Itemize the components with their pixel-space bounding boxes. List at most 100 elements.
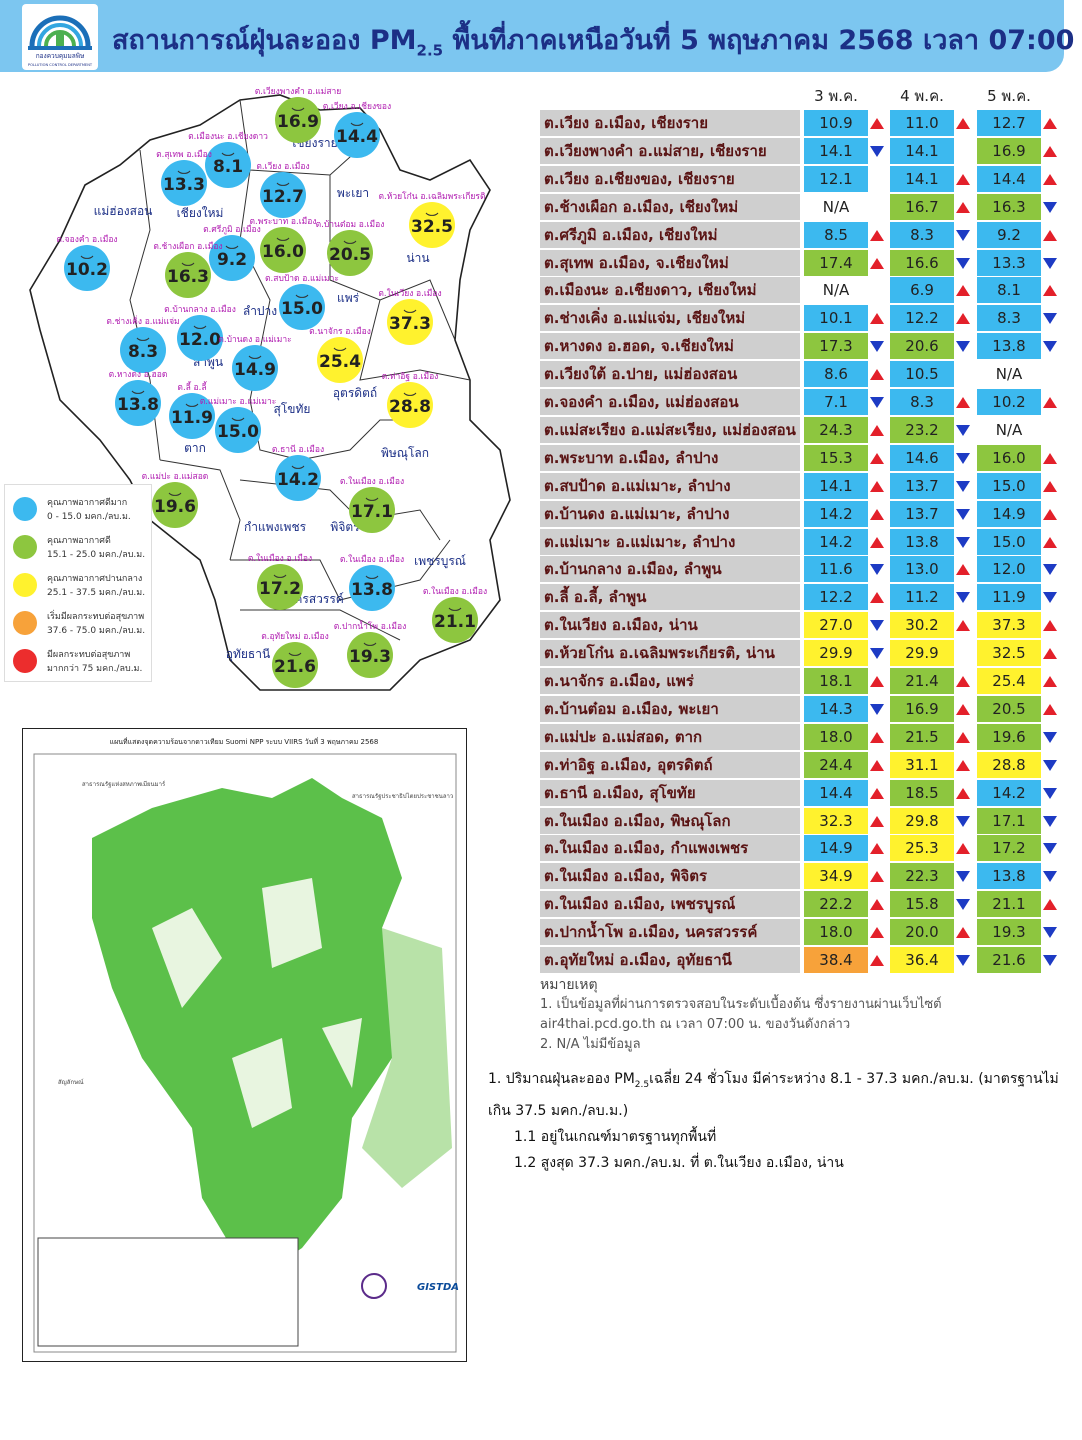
pm-value: 15.0 [977, 472, 1041, 499]
pm-value: 11.6 [804, 556, 868, 583]
pm-value: 22.2 [804, 891, 868, 918]
trend-up [956, 620, 970, 632]
table-row: ต.เวียง อ.เมือง, เชียงราย 10.9 11.0 12.7 [540, 110, 1070, 136]
pm-value: 16.9 [977, 137, 1041, 164]
pm-value: 12.0 [977, 556, 1041, 583]
pm-value: 16.0 [977, 444, 1041, 471]
smiley [403, 392, 417, 396]
smiley [288, 652, 302, 656]
pm-value: 29.9 [804, 640, 868, 667]
table-row: ต.ในเมือง อ.เมือง, กำแพงเพชร 14.9 25.3 17.2 [540, 835, 1070, 862]
station-name: ต.หางดง อ.ฮอด, จ.เชียงใหม่ [540, 333, 800, 360]
trend-up [1043, 118, 1057, 129]
trend-down [870, 648, 884, 660]
trend-up [1043, 899, 1057, 911]
station-name: ต.เวียงใต้ อ.ปาย, แม่ฮ่องสอน [540, 361, 800, 388]
pm-value: 29.8 [890, 807, 954, 834]
pm-bubble [275, 455, 321, 501]
trend-down [1043, 787, 1057, 799]
smiley [333, 347, 347, 351]
pm-value: N/A [977, 361, 1041, 388]
station-label: ต.ปากน้ำโพ อ.เมือง [334, 620, 407, 632]
pm-bubble [387, 382, 433, 428]
trend-down [1043, 731, 1057, 743]
pm-value: 14.9 [804, 835, 868, 862]
cleared-area [152, 878, 362, 1128]
station-label: ต.จองคำ อ.เมือง [56, 234, 117, 245]
trend-up [870, 508, 884, 520]
bubble-value: 19.3 [349, 647, 391, 667]
pm-value: 38.4 [804, 947, 868, 973]
pm-value: 13.0 [890, 556, 954, 583]
province-name: แม่ฮ่องสอน [94, 204, 153, 218]
pm-bubble [334, 112, 380, 158]
station-label: ต.ลี้ อ.ลี้ [177, 381, 207, 393]
legend-name: เริ่มมีผลกระทบต่อสุขภาพ [47, 612, 145, 622]
trend-down [1043, 843, 1057, 855]
pm-value: 14.6 [890, 444, 954, 471]
trend-up [1043, 480, 1057, 492]
station-name: ต.นาจักร อ.เมือง, แพร่ [540, 668, 800, 694]
column-header: 4 พ.ค. [900, 87, 944, 105]
bubble-value: 17.2 [259, 579, 301, 599]
station-name: ต.เวียง อ.เชียงของ, เชียงราย [540, 165, 800, 192]
trend-down [1043, 815, 1057, 827]
trend-up [956, 201, 970, 213]
pm-value: 21.4 [890, 668, 954, 694]
trend-up [870, 871, 884, 883]
trend-up [870, 899, 884, 911]
legend-swatch [13, 497, 37, 521]
pm-bubble [349, 487, 395, 533]
pm-value: 13.3 [977, 249, 1041, 276]
pm-bubble [177, 315, 223, 361]
trend-up [956, 313, 970, 325]
pm-bubble [232, 345, 278, 391]
table-row: ต.ศรีภูมิ อ.เมือง, เชียงใหม่ 8.5 8.3 9.2 [540, 221, 1070, 248]
trend-down [1043, 871, 1057, 883]
table-row: ต.แม่ปะ อ.แม่สอด, ตาก 18.0 21.5 19.6 [540, 723, 1070, 750]
legend-swatch [13, 611, 37, 635]
station-label: ต.บ้านกลาง อ.เมือง [164, 304, 236, 315]
trend-up [1043, 397, 1057, 408]
pm-value: 29.9 [890, 640, 954, 667]
station-name: ต.ลี้ อ.ลี้, ลำพูน [540, 584, 800, 611]
station-label: ต.ในเมือง อ.เมือง [340, 554, 404, 565]
bubble-value: 21.6 [274, 657, 316, 677]
station-name: ต.เมืองนะ อ.เชียงดาว, เชียงใหม่ [540, 277, 800, 304]
table-row: ต.หางดง อ.ฮอด, จ.เชียงใหม่ 17.3 20.6 13.8 [540, 333, 1070, 360]
legend-range: 25.1 - 37.5 มคก./ลบ.ม. [47, 588, 146, 598]
org-th: กองควบคุมมลพิษ [36, 52, 85, 60]
smiley [221, 152, 235, 156]
pm-value: 14.1 [890, 137, 954, 164]
pm-value: 8.3 [890, 389, 954, 415]
table-row: ต.ห้วยโก๋น อ.เฉลิมพระเกียรติ, น่าน 29.9 29… [540, 640, 1070, 667]
trend-up [870, 369, 884, 381]
pm-value: 24.3 [804, 416, 868, 443]
forest-area [92, 778, 402, 1268]
bubble-value: 9.2 [217, 250, 247, 270]
trend-up [956, 564, 970, 576]
trend-down [956, 871, 970, 883]
pm-value: 28.8 [977, 751, 1041, 778]
pm-value: 14.2 [977, 779, 1041, 806]
trend-up [870, 676, 884, 687]
trend-up [956, 173, 970, 185]
trend-up [870, 759, 884, 771]
trend-up [956, 927, 970, 939]
station-label: ต.สุเทพ อ.เมือง [156, 149, 212, 160]
pm-value: 37.3 [977, 612, 1041, 639]
forest-east [362, 928, 452, 1188]
pm-bubble [209, 235, 255, 281]
station-label: ต.อุทัยใหม่ อ.เมือง [261, 631, 329, 642]
table-row: ต.ในเมือง อ.เมือง, พิจิตร 34.9 22.3 13.8 [540, 863, 1070, 890]
smiley [363, 642, 377, 646]
bubble-value: 21.1 [434, 612, 476, 632]
pm-value: 13.8 [977, 333, 1041, 360]
station-label: ต.เมืองนะ อ.เชียงดาว [188, 131, 268, 142]
pm-value: 32.3 [804, 807, 868, 834]
province-name: พิจิตร [330, 520, 360, 534]
station-name: ต.เวียง อ.เมือง, เชียงราย [540, 110, 800, 136]
pm-value: 25.4 [977, 668, 1041, 694]
trend-down [956, 536, 970, 548]
pm-value: 20.6 [890, 333, 954, 360]
